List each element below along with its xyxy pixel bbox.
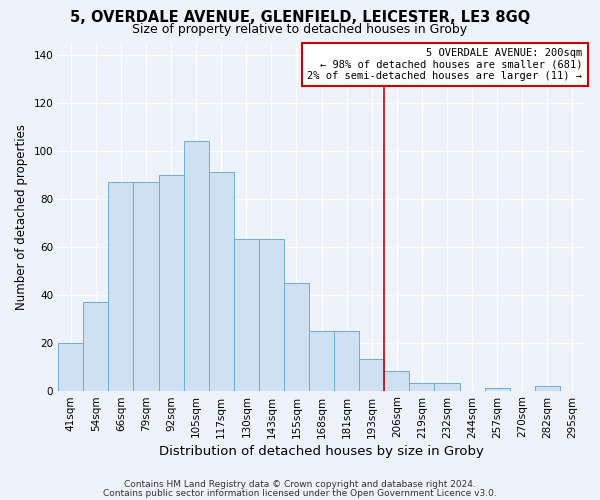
Bar — [184, 141, 209, 390]
Bar — [334, 330, 359, 390]
Bar — [109, 182, 133, 390]
Bar — [409, 384, 434, 390]
Text: Contains public sector information licensed under the Open Government Licence v3: Contains public sector information licen… — [103, 488, 497, 498]
Text: 5 OVERDALE AVENUE: 200sqm
← 98% of detached houses are smaller (681)
2% of semi-: 5 OVERDALE AVENUE: 200sqm ← 98% of detac… — [307, 48, 583, 81]
Bar — [209, 172, 234, 390]
Bar — [58, 342, 83, 390]
Bar — [535, 386, 560, 390]
Bar — [234, 240, 259, 390]
Bar — [259, 240, 284, 390]
Text: 5, OVERDALE AVENUE, GLENFIELD, LEICESTER, LE3 8GQ: 5, OVERDALE AVENUE, GLENFIELD, LEICESTER… — [70, 10, 530, 25]
Bar — [309, 330, 334, 390]
Bar — [284, 282, 309, 391]
Bar — [83, 302, 109, 390]
X-axis label: Distribution of detached houses by size in Groby: Distribution of detached houses by size … — [159, 444, 484, 458]
Text: Contains HM Land Registry data © Crown copyright and database right 2024.: Contains HM Land Registry data © Crown c… — [124, 480, 476, 489]
Bar — [133, 182, 158, 390]
Y-axis label: Number of detached properties: Number of detached properties — [15, 124, 28, 310]
Bar — [158, 174, 184, 390]
Bar — [485, 388, 510, 390]
Bar — [385, 372, 409, 390]
Bar — [359, 360, 385, 390]
Bar — [434, 384, 460, 390]
Text: Size of property relative to detached houses in Groby: Size of property relative to detached ho… — [133, 22, 467, 36]
